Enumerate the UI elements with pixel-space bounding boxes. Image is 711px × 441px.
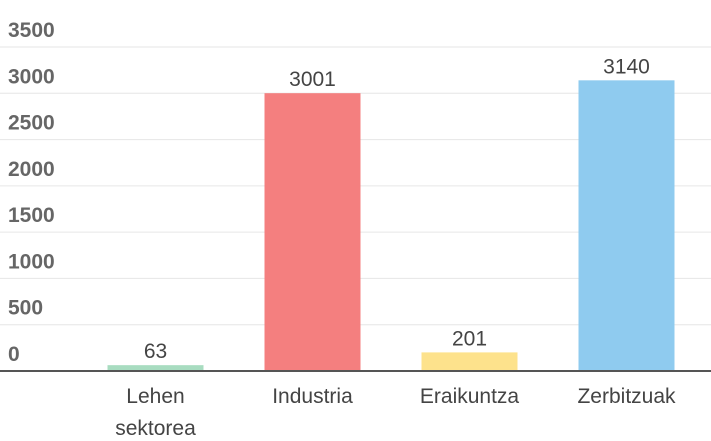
y-tick-label: 3000	[8, 65, 55, 88]
x-tick-label: Zerbitzuak	[577, 385, 676, 408]
y-tick-label: 1500	[8, 204, 55, 227]
y-tick-label: 1000	[8, 250, 55, 273]
bar	[421, 352, 518, 371]
y-tick-label: 2000	[8, 158, 55, 181]
value-label: 201	[452, 327, 487, 350]
y-tick-label: 500	[8, 297, 43, 320]
x-tick-label: Industria	[272, 385, 353, 408]
bar	[264, 93, 361, 371]
value-label: 63	[144, 340, 167, 363]
x-tick-label: Lehen sektorea	[115, 385, 196, 440]
y-tick-label: 0	[8, 343, 20, 366]
value-label: 3001	[289, 68, 336, 91]
x-tick-label: Eraikuntza	[420, 385, 520, 408]
bar	[578, 80, 675, 371]
bar	[107, 365, 204, 371]
y-tick-label: 2500	[8, 112, 55, 135]
value-label: 3140	[603, 55, 650, 78]
y-tick-label: 3500	[8, 19, 55, 42]
